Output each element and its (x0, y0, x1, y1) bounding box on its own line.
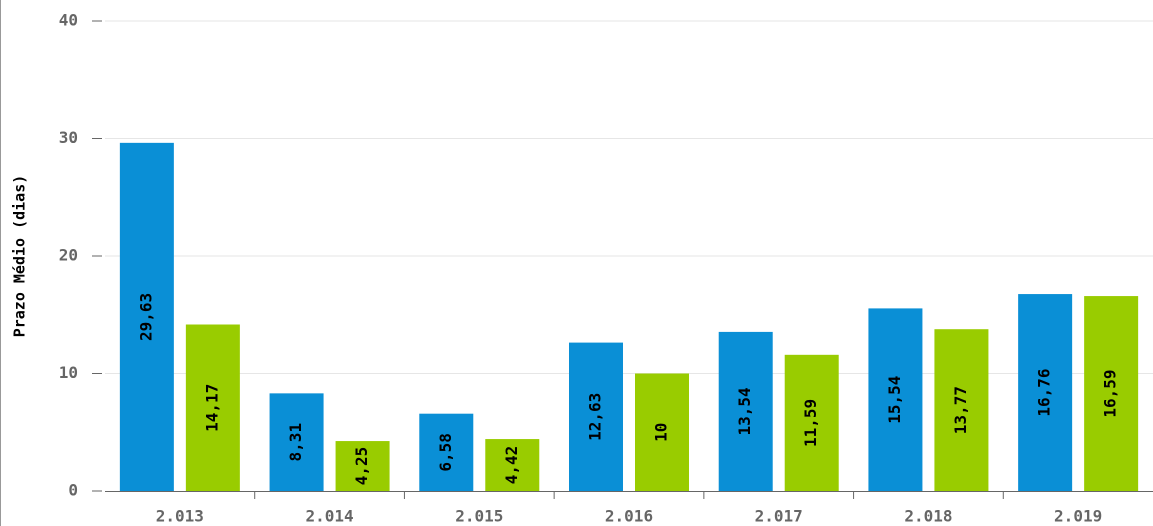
data-label: 13,54 (735, 387, 754, 435)
x-tick-label: 2.017 (755, 507, 803, 526)
data-label: 8,31 (286, 423, 305, 462)
data-label: 12,63 (586, 393, 605, 441)
data-label: 15,54 (885, 376, 904, 424)
bar (119, 142, 174, 491)
bar (185, 324, 240, 491)
bar (934, 329, 989, 491)
bar (485, 439, 540, 491)
bar (635, 373, 689, 491)
data-label: 16,76 (1035, 368, 1054, 416)
bar (784, 354, 839, 491)
data-label: 10 (652, 423, 671, 442)
data-label: 16,59 (1101, 369, 1120, 417)
bar (335, 441, 390, 491)
y-tick-label: 20 (59, 246, 78, 265)
y-tick-label: 40 (59, 11, 78, 30)
bar (419, 413, 474, 491)
x-tick-label: 2.015 (455, 507, 503, 526)
data-label: 4,25 (352, 447, 371, 486)
bar (1084, 296, 1139, 491)
data-label: 4,42 (502, 446, 521, 485)
bar (569, 342, 623, 491)
bar (1018, 294, 1073, 491)
x-tick-label: 2.016 (605, 507, 653, 526)
x-tick-label: 2.014 (305, 507, 353, 526)
data-label: 29,63 (136, 293, 155, 341)
y-axis-label: Prazo Médio (dias) (11, 175, 29, 338)
bar (868, 308, 923, 491)
x-tick-label: 2.013 (156, 507, 204, 526)
y-tick-label: 0 (68, 481, 78, 500)
data-label: 6,58 (436, 433, 455, 472)
bar (269, 393, 324, 491)
y-tick-label: 30 (59, 128, 78, 147)
x-tick-label: 2.019 (1054, 507, 1102, 526)
y-tick-label: 10 (59, 363, 78, 382)
data-label: 14,17 (202, 384, 221, 432)
data-label: 11,59 (801, 399, 820, 447)
x-tick-label: 2.018 (904, 507, 952, 526)
bar (718, 331, 773, 491)
data-label: 13,77 (951, 386, 970, 434)
